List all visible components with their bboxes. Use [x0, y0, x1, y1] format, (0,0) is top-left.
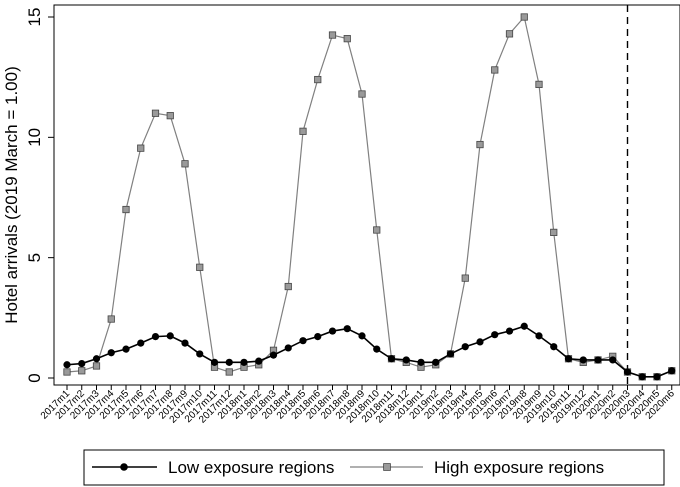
data-point-circle [122, 345, 130, 353]
data-point-square [107, 315, 115, 323]
legend-label: High exposure regions [434, 458, 604, 477]
data-point-circle [387, 355, 396, 363]
data-point-circle [505, 327, 514, 335]
data-point-circle [446, 350, 455, 358]
data-point-circle [137, 339, 145, 347]
data-point-circle [402, 356, 410, 364]
data-point-square [78, 367, 86, 375]
data-point-square [328, 31, 337, 39]
legend-marker-circle [120, 463, 128, 471]
data-point-square [535, 80, 543, 88]
data-point-circle [668, 367, 676, 375]
data-point-circle [166, 332, 174, 340]
data-point-square [520, 13, 528, 21]
data-point-circle [638, 373, 646, 381]
data-point-circle [417, 358, 425, 366]
data-point-circle [328, 327, 337, 335]
data-point-circle [92, 355, 101, 363]
legend: Low exposure regions High exposure region… [83, 449, 665, 486]
data-point-square [166, 112, 174, 120]
data-point-circle [491, 331, 499, 339]
y-tick-label: 0 [25, 373, 44, 382]
data-point-square [373, 226, 381, 234]
data-point-circle [358, 332, 366, 340]
legend-label: Low exposure regions [168, 458, 334, 477]
data-point-circle [240, 358, 248, 366]
data-point-circle [432, 358, 440, 366]
data-point-square [299, 127, 307, 135]
series-line [66, 15, 672, 378]
data-point-circle [269, 351, 278, 359]
data-point-circle [550, 343, 558, 351]
data-point-square [491, 66, 499, 74]
series-low-exposure [63, 322, 676, 381]
data-point-circle [653, 373, 661, 381]
data-point-circle [520, 322, 528, 330]
series-high-exposure [63, 13, 676, 381]
y-axis: 0 5 10 15 [25, 8, 54, 383]
data-point-square [476, 140, 484, 149]
data-point-square [122, 205, 130, 214]
data-point-square [284, 282, 292, 291]
data-point-circle [181, 339, 189, 347]
data-point-square [181, 160, 189, 168]
data-point-square [505, 30, 514, 38]
data-point-circle [579, 356, 587, 364]
data-point-circle [284, 344, 292, 352]
data-point-square [343, 35, 351, 43]
data-point-circle [314, 333, 322, 341]
data-point-circle [225, 358, 233, 366]
x-axis: 2017m12017m22017m32017m42017m52017m62017… [39, 385, 677, 426]
legend-item: High exposure regions [350, 458, 604, 477]
data-point-circle [210, 358, 219, 366]
data-point-square [151, 109, 160, 117]
data-point-circle [78, 359, 86, 368]
data-point-square [92, 362, 101, 370]
plot-frame [53, 4, 680, 386]
data-point-circle [476, 338, 484, 346]
data-point-square [63, 368, 71, 376]
data-point-square [225, 368, 233, 376]
data-point-circle [107, 349, 115, 357]
data-point-square [196, 263, 204, 271]
data-point-circle [373, 345, 381, 353]
y-tick-label: 5 [25, 253, 44, 262]
data-point-square [550, 228, 558, 236]
data-point-circle [461, 343, 469, 351]
data-point-circle [623, 368, 632, 376]
data-point-circle [594, 356, 602, 364]
y-axis-title: Hotel arrivals (2019 March = 1.00) [2, 66, 21, 323]
legend-item: Low exposure regions [92, 458, 334, 477]
data-point-circle [63, 361, 71, 369]
data-point-circle [196, 350, 204, 358]
data-point-circle [151, 333, 160, 341]
data-point-circle [564, 355, 573, 363]
legend-marker-square [383, 463, 391, 471]
data-point-circle [299, 337, 307, 345]
data-point-square [358, 90, 366, 98]
data-point-circle [343, 325, 351, 333]
data-point-square [137, 144, 145, 152]
y-tick-label: 10 [25, 128, 44, 147]
data-point-circle [535, 332, 543, 340]
data-point-square [314, 75, 322, 84]
y-tick-label: 15 [25, 8, 44, 27]
data-point-circle [609, 356, 617, 364]
series-layer [63, 13, 676, 381]
data-point-square [461, 274, 469, 282]
data-point-circle [255, 357, 263, 365]
